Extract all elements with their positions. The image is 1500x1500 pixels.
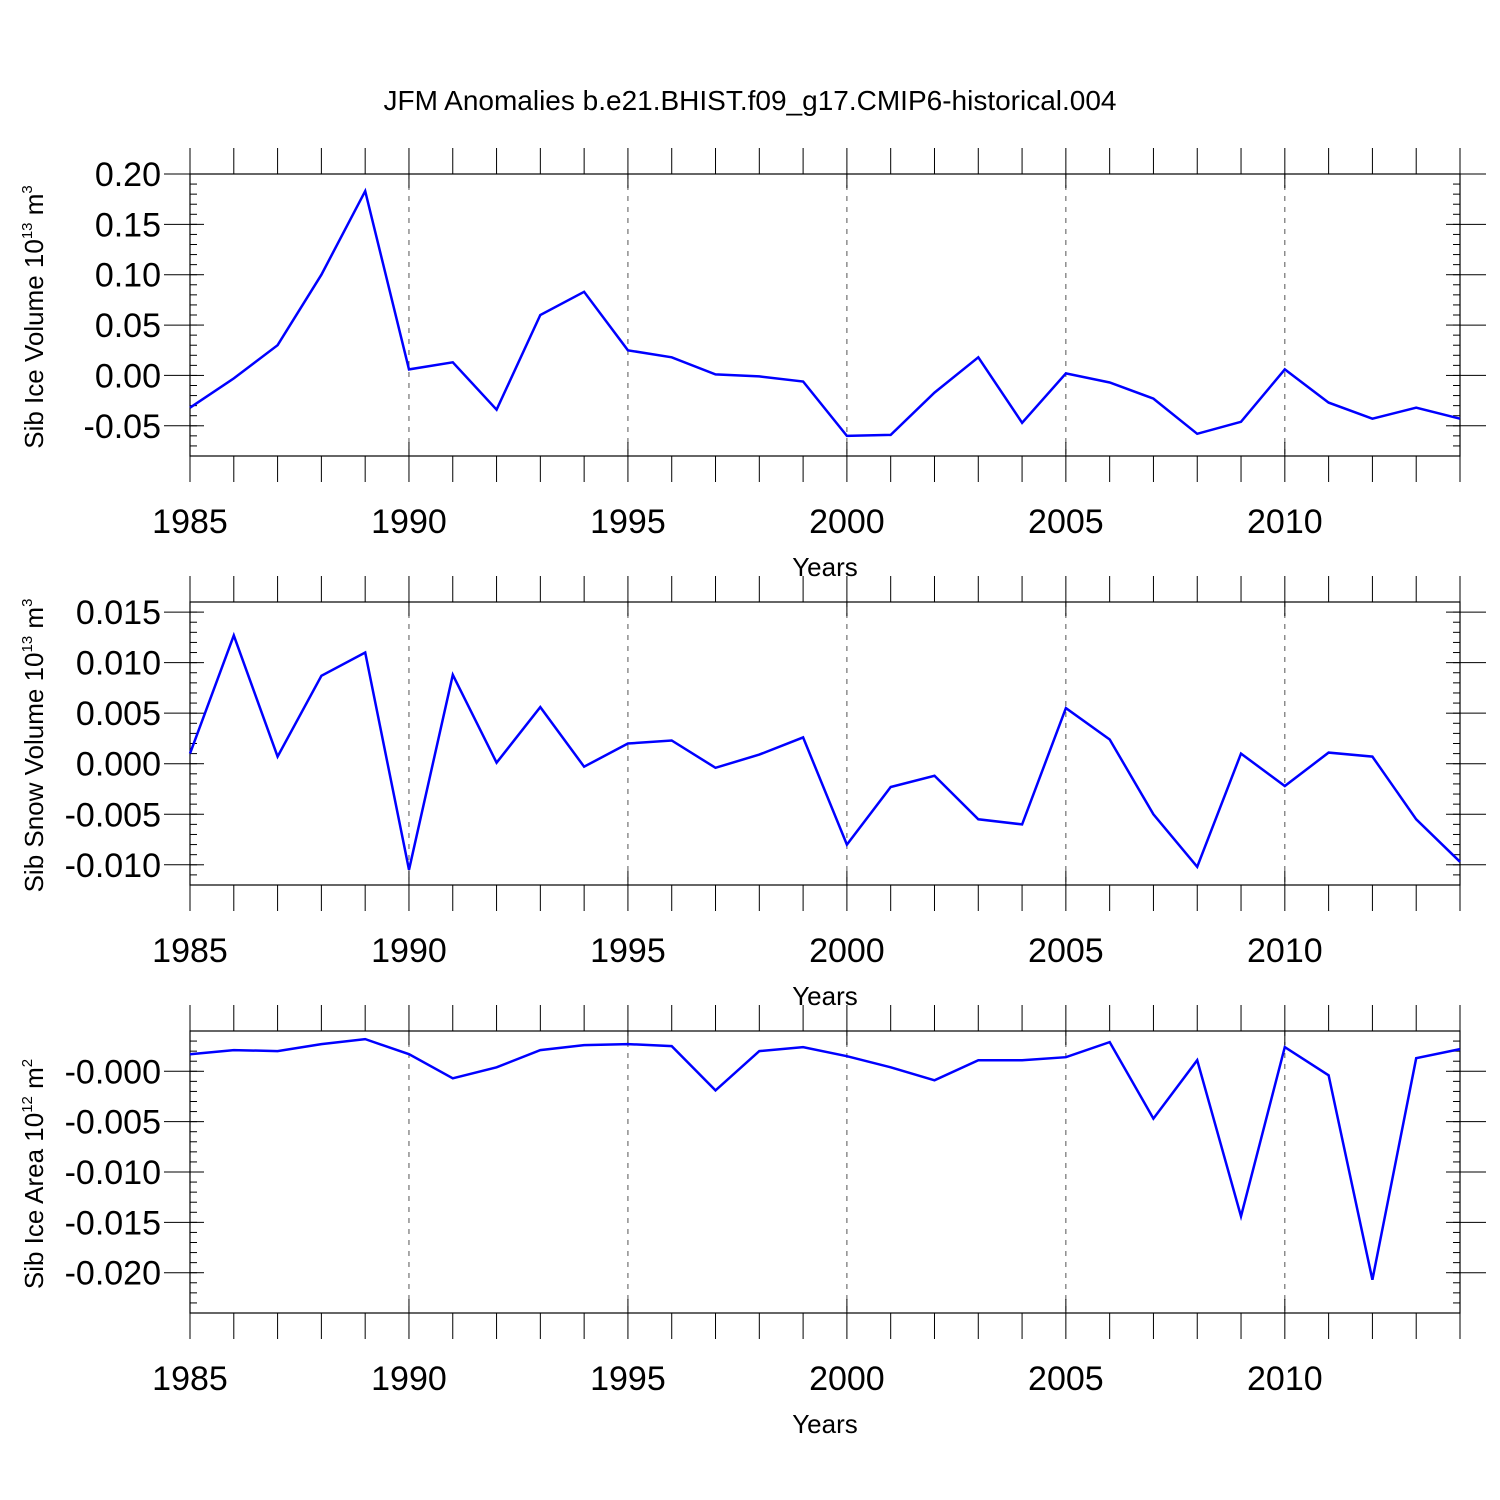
x-tick-label: 2000 xyxy=(809,503,885,541)
panel-ice-area: 1985 1990 1995 2000 2005 2010 -0.000-0.005-0.… xyxy=(19,1005,1486,1439)
panel-grid xyxy=(408,174,1286,456)
series-line xyxy=(189,1037,1461,1281)
x-axis-title: Years xyxy=(792,1409,858,1439)
x-axis-title: Years xyxy=(792,552,858,582)
y-axis-title-unit-exponent: 3 xyxy=(19,599,36,607)
plot-frame xyxy=(189,1030,1461,1314)
x-tick-label: 1995 xyxy=(590,932,666,970)
series-line xyxy=(189,187,1461,438)
x-tick-label: 1985 xyxy=(152,932,228,970)
panel-ticks xyxy=(164,148,1486,482)
y-axis-title-unit: m xyxy=(19,1067,49,1096)
y-tick-label: -0.015 xyxy=(65,1204,161,1242)
y-tick-label: 0.20 xyxy=(95,156,161,194)
x-tick-label: 1985 xyxy=(152,1360,228,1398)
y-axis-title-exponent: 12 xyxy=(19,1096,36,1113)
x-tick-label: 2010 xyxy=(1247,503,1323,541)
y-tick-labels: -0.000 -0.005 -0.010 -0.015 -0.020 xyxy=(65,1053,161,1292)
x-tick-label: 2000 xyxy=(809,932,885,970)
y-axis-title-exponent: 13 xyxy=(19,636,36,653)
panel-ticks xyxy=(164,576,1486,911)
figure-title: JFM Anomalies b.e21.BHIST.f09_g17.CMIP6-… xyxy=(383,85,1116,116)
y-tick-label: 0.005 xyxy=(76,695,161,733)
y-axis-title-main: Sib Ice Area 10 xyxy=(19,1113,49,1289)
y-axis-title-exponent: 13 xyxy=(19,222,36,239)
panel-grid xyxy=(408,602,1286,885)
y-tick-label: 0.000 xyxy=(76,746,161,784)
x-tick-label: 1990 xyxy=(371,1360,447,1398)
y-tick-label: -0.010 xyxy=(65,847,161,885)
plot-frame xyxy=(189,173,1461,457)
y-tick-labels: 0.20 0.15 0.10 0.05 0.00 -0.05 xyxy=(84,156,162,446)
y-axis-title: Sib Ice Area 1012 m2 xyxy=(19,1059,49,1289)
y-axis-title-unit-exponent: 3 xyxy=(19,185,36,193)
y-axis-title: Sib Ice Volume 1013 m3 xyxy=(19,185,49,449)
y-tick-label: -0.010 xyxy=(65,1154,161,1192)
panel-snow-volume: 1985 1990 1995 2000 2005 2010 0.015 0.010 0.005… xyxy=(19,576,1486,1011)
y-tick-label: 0.015 xyxy=(76,594,161,632)
y-tick-label: 0.10 xyxy=(95,257,161,295)
y-tick-label: -0.05 xyxy=(84,408,162,446)
plot-frame xyxy=(189,601,1461,886)
y-axis-title-unit: m xyxy=(19,607,49,636)
x-tick-label: 2005 xyxy=(1028,1360,1104,1398)
x-tick-label: 2000 xyxy=(809,1360,885,1398)
y-axis-title: Sib Snow Volume 1013 m3 xyxy=(19,599,49,893)
y-tick-label: -0.020 xyxy=(65,1255,161,1293)
x-tick-label: 1990 xyxy=(371,503,447,541)
x-tick-labels: 1985 1990 1995 2000 2005 2010 xyxy=(152,932,1322,970)
x-tick-labels: 1985 1990 1995 2000 2005 2010 xyxy=(152,503,1322,541)
y-tick-label: -0.005 xyxy=(65,796,161,834)
x-tick-label: 2010 xyxy=(1247,932,1323,970)
y-tick-label: 0.010 xyxy=(76,645,161,683)
y-tick-label: 0.15 xyxy=(95,206,161,244)
y-tick-label: -0.000 xyxy=(65,1053,161,1091)
x-tick-label: 2005 xyxy=(1028,503,1104,541)
x-tick-label: 2010 xyxy=(1247,1360,1323,1398)
y-tick-labels: 0.015 0.010 0.005 0.000 -0.005 -0.010 xyxy=(65,594,161,885)
y-tick-label: 0.00 xyxy=(95,357,161,395)
y-axis-title-main: Sib Snow Volume 10 xyxy=(19,652,49,892)
y-axis-title-unit-exponent: 2 xyxy=(19,1059,36,1067)
series-line xyxy=(188,631,1461,871)
y-tick-label: 0.05 xyxy=(95,307,161,345)
x-tick-labels: 1985 1990 1995 2000 2005 2010 xyxy=(152,1360,1322,1398)
x-tick-label: 1995 xyxy=(590,503,666,541)
y-axis-title-unit: m xyxy=(19,194,49,223)
x-tick-label: 1995 xyxy=(590,1360,666,1398)
y-tick-label: -0.005 xyxy=(65,1104,161,1142)
panel-grid xyxy=(408,1031,1286,1313)
x-axis-title: Years xyxy=(792,981,858,1011)
x-tick-label: 1985 xyxy=(152,503,228,541)
x-tick-label: 2005 xyxy=(1028,932,1104,970)
y-axis-title-main: Sib Ice Volume 10 xyxy=(19,239,49,449)
x-tick-label: 1990 xyxy=(371,932,447,970)
